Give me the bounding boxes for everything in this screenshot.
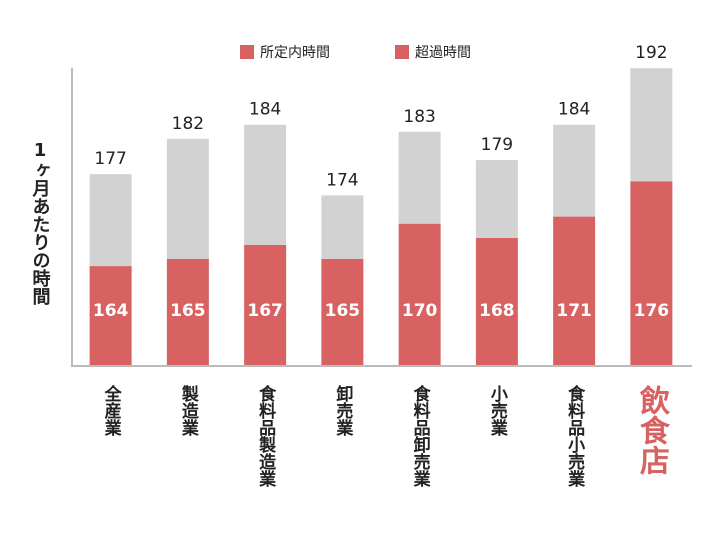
value-label: 170 (402, 301, 438, 321)
bar-segment (475, 237, 518, 365)
legend-label: 超過時間 (415, 45, 471, 61)
x-tick-label: 卸売業 (332, 384, 353, 437)
value-label: 171 (556, 301, 592, 321)
y-axis-title: 1ヶ月あたりの時間 (30, 140, 52, 306)
value-label: 168 (479, 301, 515, 321)
total-label: 192 (635, 43, 667, 63)
total-label: 179 (481, 135, 513, 155)
bar-segment (321, 259, 364, 365)
x-tick-label: 食料品卸売業 (410, 384, 431, 488)
bar-segment (553, 216, 596, 365)
x-tick-label: 飲食店 (634, 384, 670, 476)
total-label: 177 (94, 149, 126, 169)
x-tick-label: 小売業 (487, 385, 508, 437)
bar-segment (630, 68, 673, 182)
value-label: 165 (170, 301, 206, 321)
bar-segment (475, 160, 518, 238)
value-label: 167 (247, 301, 283, 321)
total-label: 182 (172, 114, 204, 134)
bar-segment (244, 124, 287, 245)
x-tick-label: 製造業 (178, 384, 200, 437)
bar-segment (89, 174, 132, 267)
value-label: 164 (93, 301, 129, 321)
legend-swatch (240, 45, 254, 59)
value-label: 165 (325, 301, 361, 321)
bar-segment (244, 244, 287, 365)
legend-label: 所定内時間 (260, 45, 330, 61)
total-label: 184 (249, 100, 281, 120)
bar-segment (630, 181, 673, 365)
bar-segment (166, 259, 209, 365)
legend-swatch (395, 45, 409, 59)
total-label: 174 (326, 170, 358, 190)
bar-segment (553, 124, 596, 217)
total-label: 184 (558, 100, 590, 120)
total-label: 183 (403, 107, 435, 127)
value-label: 176 (634, 301, 670, 321)
x-tick-label: 食料品製造業 (255, 384, 277, 488)
bar-segment (321, 195, 364, 259)
bar-segment (398, 223, 441, 365)
bar-segment (398, 131, 441, 224)
x-tick-label: 全産業 (101, 384, 123, 437)
bar-segment (89, 266, 132, 365)
bar-segment (166, 138, 209, 259)
x-tick-label: 食料品小売業 (564, 384, 585, 488)
